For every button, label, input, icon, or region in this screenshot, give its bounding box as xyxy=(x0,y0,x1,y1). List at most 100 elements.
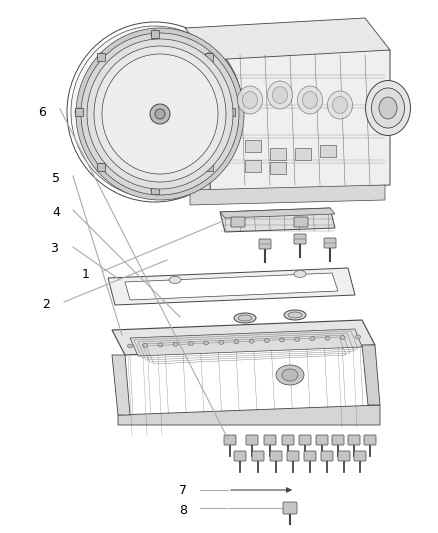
Polygon shape xyxy=(362,345,380,405)
Ellipse shape xyxy=(81,33,239,195)
Ellipse shape xyxy=(284,310,306,320)
FancyBboxPatch shape xyxy=(234,451,246,461)
Polygon shape xyxy=(112,320,375,355)
FancyBboxPatch shape xyxy=(245,140,261,152)
FancyBboxPatch shape xyxy=(205,163,213,171)
Ellipse shape xyxy=(97,53,105,61)
Ellipse shape xyxy=(288,312,302,318)
FancyBboxPatch shape xyxy=(270,451,282,461)
Ellipse shape xyxy=(94,46,226,182)
Ellipse shape xyxy=(75,108,83,116)
Ellipse shape xyxy=(87,39,233,189)
Ellipse shape xyxy=(264,338,269,343)
FancyBboxPatch shape xyxy=(259,239,271,249)
FancyBboxPatch shape xyxy=(354,451,366,461)
FancyBboxPatch shape xyxy=(270,162,286,174)
Text: 7: 7 xyxy=(179,483,187,497)
FancyBboxPatch shape xyxy=(227,108,235,116)
Ellipse shape xyxy=(219,341,224,344)
Polygon shape xyxy=(220,208,335,218)
Ellipse shape xyxy=(234,313,256,323)
Ellipse shape xyxy=(234,340,239,344)
FancyBboxPatch shape xyxy=(321,451,333,461)
FancyBboxPatch shape xyxy=(75,108,83,116)
FancyBboxPatch shape xyxy=(304,451,316,461)
Ellipse shape xyxy=(173,342,178,346)
FancyBboxPatch shape xyxy=(324,238,336,248)
Ellipse shape xyxy=(102,54,218,174)
Text: 5: 5 xyxy=(52,172,60,184)
FancyBboxPatch shape xyxy=(97,53,105,61)
Ellipse shape xyxy=(325,336,330,340)
Text: 1: 1 xyxy=(82,269,90,281)
Ellipse shape xyxy=(71,26,239,198)
FancyBboxPatch shape xyxy=(246,435,258,445)
FancyBboxPatch shape xyxy=(270,148,286,160)
Ellipse shape xyxy=(158,343,163,347)
Ellipse shape xyxy=(143,343,148,348)
FancyBboxPatch shape xyxy=(338,451,350,461)
Ellipse shape xyxy=(310,337,315,341)
Ellipse shape xyxy=(272,86,287,103)
Ellipse shape xyxy=(169,277,181,284)
Ellipse shape xyxy=(356,335,360,339)
Polygon shape xyxy=(125,273,338,300)
Ellipse shape xyxy=(303,92,318,109)
Ellipse shape xyxy=(332,96,347,114)
Ellipse shape xyxy=(237,86,262,114)
Text: 2: 2 xyxy=(42,298,50,311)
Polygon shape xyxy=(195,55,210,200)
Ellipse shape xyxy=(340,336,345,340)
FancyBboxPatch shape xyxy=(151,186,159,194)
Ellipse shape xyxy=(76,28,244,200)
Ellipse shape xyxy=(204,341,208,345)
Polygon shape xyxy=(118,405,380,425)
Ellipse shape xyxy=(295,337,300,342)
Polygon shape xyxy=(220,208,335,232)
FancyBboxPatch shape xyxy=(316,435,328,445)
Polygon shape xyxy=(210,30,390,195)
Ellipse shape xyxy=(188,342,193,345)
FancyBboxPatch shape xyxy=(294,217,308,227)
FancyBboxPatch shape xyxy=(364,435,376,445)
Ellipse shape xyxy=(205,53,213,61)
FancyBboxPatch shape xyxy=(245,160,261,172)
FancyBboxPatch shape xyxy=(348,435,360,445)
Ellipse shape xyxy=(127,344,133,348)
Ellipse shape xyxy=(151,186,159,194)
Ellipse shape xyxy=(328,91,353,119)
Ellipse shape xyxy=(67,22,243,202)
Text: 6: 6 xyxy=(38,106,46,118)
Ellipse shape xyxy=(282,369,298,381)
Ellipse shape xyxy=(150,104,170,124)
FancyBboxPatch shape xyxy=(287,451,299,461)
FancyBboxPatch shape xyxy=(97,163,105,171)
Ellipse shape xyxy=(297,86,322,114)
FancyBboxPatch shape xyxy=(283,502,297,514)
Polygon shape xyxy=(185,18,390,60)
FancyBboxPatch shape xyxy=(295,148,311,160)
Polygon shape xyxy=(130,329,362,356)
FancyBboxPatch shape xyxy=(231,217,245,227)
Ellipse shape xyxy=(379,97,397,119)
FancyBboxPatch shape xyxy=(282,435,294,445)
Text: 4: 4 xyxy=(52,206,60,219)
FancyBboxPatch shape xyxy=(332,435,344,445)
Polygon shape xyxy=(108,268,355,305)
Ellipse shape xyxy=(249,339,254,343)
Ellipse shape xyxy=(238,315,252,321)
Ellipse shape xyxy=(268,81,293,109)
Ellipse shape xyxy=(371,88,405,128)
Ellipse shape xyxy=(151,30,159,38)
FancyBboxPatch shape xyxy=(299,435,311,445)
FancyBboxPatch shape xyxy=(252,451,264,461)
Polygon shape xyxy=(190,185,385,205)
FancyBboxPatch shape xyxy=(205,53,213,61)
Ellipse shape xyxy=(97,163,105,171)
FancyBboxPatch shape xyxy=(224,435,236,445)
FancyBboxPatch shape xyxy=(151,30,159,38)
Polygon shape xyxy=(112,355,130,415)
FancyBboxPatch shape xyxy=(294,234,306,244)
FancyBboxPatch shape xyxy=(264,435,276,445)
Ellipse shape xyxy=(279,338,285,342)
